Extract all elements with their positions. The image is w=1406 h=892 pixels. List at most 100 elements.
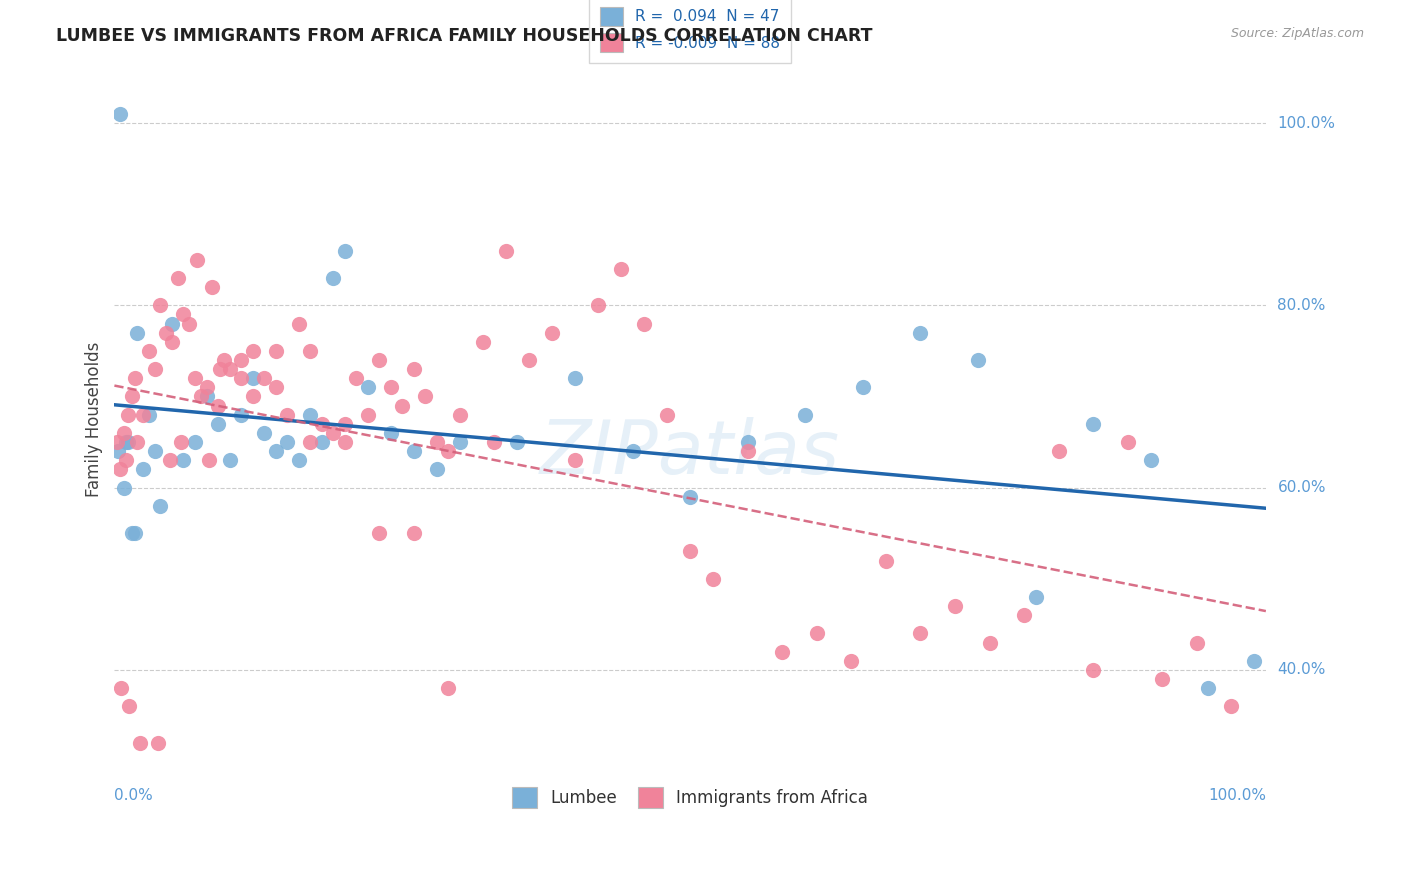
Point — [1081, 417, 1104, 431]
Point — [737, 435, 759, 450]
Point — [112, 481, 135, 495]
Point — [108, 462, 131, 476]
Point — [276, 435, 298, 450]
Point — [437, 681, 460, 695]
Point — [159, 453, 181, 467]
Point — [1081, 663, 1104, 677]
Point — [229, 353, 252, 368]
Y-axis label: Family Households: Family Households — [86, 342, 103, 497]
Point — [186, 252, 208, 267]
Point — [1012, 608, 1035, 623]
Point — [287, 317, 309, 331]
Point — [1025, 590, 1047, 604]
Point — [875, 553, 897, 567]
Point — [110, 681, 132, 695]
Point — [146, 736, 169, 750]
Point — [517, 353, 540, 368]
Point — [132, 408, 155, 422]
Point — [160, 334, 183, 349]
Text: Source: ZipAtlas.com: Source: ZipAtlas.com — [1230, 27, 1364, 40]
Point — [391, 399, 413, 413]
Point — [242, 343, 264, 358]
Point — [322, 425, 344, 440]
Point — [495, 244, 517, 258]
Point — [564, 371, 586, 385]
Point — [402, 526, 425, 541]
Point — [841, 654, 863, 668]
Point — [1139, 453, 1161, 467]
Legend: Lumbee, Immigrants from Africa: Lumbee, Immigrants from Africa — [506, 780, 875, 814]
Point — [344, 371, 367, 385]
Point — [287, 453, 309, 467]
Point — [155, 326, 177, 340]
Point — [1185, 635, 1208, 649]
Point — [276, 408, 298, 422]
Point — [311, 435, 333, 450]
Point — [229, 371, 252, 385]
Point — [138, 408, 160, 422]
Point — [852, 380, 875, 394]
Point — [229, 408, 252, 422]
Point — [143, 362, 166, 376]
Point — [484, 435, 506, 450]
Point — [564, 453, 586, 467]
Text: 100.0%: 100.0% — [1278, 116, 1336, 130]
Point — [967, 353, 990, 368]
Point — [806, 626, 828, 640]
Point — [357, 408, 380, 422]
Point — [264, 343, 287, 358]
Text: 0.0%: 0.0% — [114, 789, 153, 804]
Point — [212, 353, 235, 368]
Point — [190, 389, 212, 403]
Point — [1152, 672, 1174, 686]
Text: 80.0%: 80.0% — [1278, 298, 1326, 313]
Point — [506, 435, 529, 450]
Point — [209, 362, 232, 376]
Point — [1047, 444, 1070, 458]
Point — [380, 425, 402, 440]
Point — [333, 435, 356, 450]
Point — [242, 371, 264, 385]
Point — [195, 380, 218, 394]
Point — [118, 699, 141, 714]
Point — [143, 444, 166, 458]
Point — [299, 343, 322, 358]
Point — [201, 280, 224, 294]
Point — [586, 298, 609, 312]
Point — [413, 389, 436, 403]
Text: 40.0%: 40.0% — [1278, 663, 1326, 677]
Point — [160, 317, 183, 331]
Point — [124, 371, 146, 385]
Point — [737, 444, 759, 458]
Point — [184, 371, 207, 385]
Point — [402, 444, 425, 458]
Point — [910, 326, 932, 340]
Point — [299, 435, 322, 450]
Point — [322, 271, 344, 285]
Point — [368, 353, 391, 368]
Point — [702, 572, 724, 586]
Point — [124, 526, 146, 541]
Point — [195, 389, 218, 403]
Point — [108, 107, 131, 121]
Point — [264, 444, 287, 458]
Point — [1116, 435, 1139, 450]
Point — [128, 736, 150, 750]
Point — [253, 425, 276, 440]
Point — [1243, 654, 1265, 668]
Point — [173, 308, 195, 322]
Point — [115, 453, 138, 467]
Point — [357, 380, 380, 394]
Point — [115, 435, 138, 450]
Point — [253, 371, 276, 385]
Point — [166, 271, 188, 285]
Text: 100.0%: 100.0% — [1208, 789, 1265, 804]
Point — [621, 444, 644, 458]
Point — [368, 526, 391, 541]
Point — [311, 417, 333, 431]
Point — [679, 544, 702, 558]
Text: 60.0%: 60.0% — [1278, 480, 1326, 495]
Point — [149, 298, 172, 312]
Point — [380, 380, 402, 394]
Point — [633, 317, 655, 331]
